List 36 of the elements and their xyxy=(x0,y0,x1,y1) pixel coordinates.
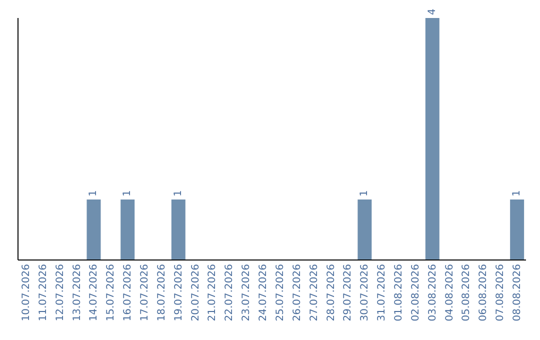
x-tick-label: 05.08.2026 xyxy=(461,264,472,322)
x-tick-label: 22.07.2026 xyxy=(224,264,236,322)
x-tick-label: 01.08.2026 xyxy=(394,264,404,322)
x-tick-label: 21.07.2026 xyxy=(207,264,218,322)
x-tick-label: 04.08.2026 xyxy=(444,264,456,322)
x-tick-label: 12.07.2026 xyxy=(54,264,66,322)
x-tick-label: 10.07.2026 xyxy=(20,264,32,322)
x-tick-label: 15.07.2026 xyxy=(106,264,117,322)
x-tick-label: 31.07.2026 xyxy=(376,264,388,322)
x-tick-label: 13.07.2026 xyxy=(72,264,83,322)
x-tick-label: 16.07.2026 xyxy=(122,264,134,322)
data-label: 1 xyxy=(172,190,184,196)
x-tick-label: 20.07.2026 xyxy=(190,264,202,322)
x-tick-label: 29.07.2026 xyxy=(342,264,354,322)
x-tick-label: 30.07.2026 xyxy=(360,264,371,322)
x-tick-label: 17.07.2026 xyxy=(140,264,150,322)
x-tick-label: 25.07.2026 xyxy=(274,264,286,322)
x-tick-label: 11.07.2026 xyxy=(38,264,49,322)
x-tick-label: 08.08.2026 xyxy=(512,264,524,322)
data-label: 4 xyxy=(426,8,438,15)
data-label: 1 xyxy=(512,190,523,196)
x-tick-label: 28.07.2026 xyxy=(326,264,337,322)
data-label: 1 xyxy=(359,190,370,196)
x-tick-label: 02.08.2026 xyxy=(410,264,422,322)
data-label: 1 xyxy=(88,190,100,196)
x-tick-label: 03.08.2026 xyxy=(427,264,438,322)
x-tick-label: 14.07.2026 xyxy=(88,264,100,322)
x-tick-label: 23.07.2026 xyxy=(241,264,252,322)
x-tick-label: 18.07.2026 xyxy=(156,264,168,322)
x-tick-label: 27.07.2026 xyxy=(308,264,320,322)
data-label: 1 xyxy=(122,190,134,196)
x-tick-label: 06.08.2026 xyxy=(478,264,490,322)
x-tick-label: 07.08.2026 xyxy=(495,264,506,322)
x-tick-label: 26.07.2026 xyxy=(292,264,303,322)
x-tick-label: 24.07.2026 xyxy=(258,264,270,322)
x-tick-label: 19.07.2026 xyxy=(173,264,184,322)
